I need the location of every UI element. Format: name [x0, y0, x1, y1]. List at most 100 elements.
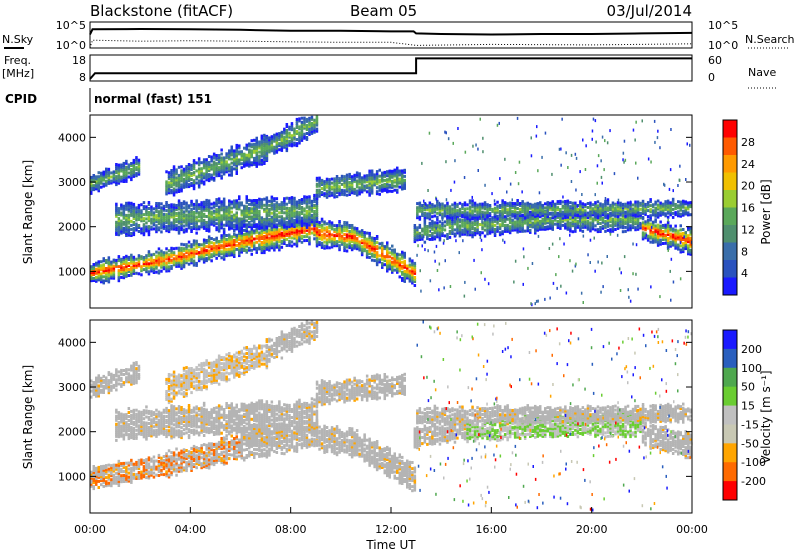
data-cell — [656, 199, 660, 203]
data-cell — [238, 150, 241, 154]
data-cell — [290, 202, 294, 206]
data-cell — [275, 146, 279, 150]
data-cell — [273, 133, 276, 137]
data-cell — [381, 171, 384, 175]
data-cell — [526, 203, 529, 207]
data-cell — [115, 165, 118, 168]
data-cell — [240, 150, 243, 154]
data-cell — [105, 261, 108, 264]
data-cell — [212, 154, 216, 158]
data-cell — [127, 268, 131, 271]
data-cell — [338, 179, 341, 183]
data-cell — [441, 225, 444, 229]
data-cell — [165, 180, 168, 184]
data-cell — [300, 120, 304, 124]
data-cell — [253, 160, 256, 164]
data-cell — [250, 163, 253, 167]
data-cell — [343, 221, 346, 224]
data-cell — [135, 214, 138, 218]
data-cell — [539, 201, 542, 205]
data-cell — [636, 214, 640, 218]
data-cell — [656, 207, 660, 211]
data-cell — [278, 230, 281, 234]
data-cell — [270, 207, 274, 211]
data-cell — [105, 269, 108, 272]
data-cell — [330, 233, 334, 237]
data-cell — [122, 174, 126, 177]
data-cell — [619, 205, 622, 209]
data-cell — [320, 225, 324, 229]
data-cell — [303, 195, 306, 199]
data-cell — [406, 276, 409, 280]
data-cell — [250, 143, 253, 147]
data-cell — [458, 220, 462, 224]
data-cell — [521, 214, 524, 218]
data-cell — [426, 231, 429, 234]
data-cell — [473, 201, 477, 205]
data-cell — [634, 210, 637, 214]
data-cell — [225, 168, 228, 172]
data-cell — [386, 249, 389, 253]
data-cell — [110, 179, 113, 183]
data-cell — [225, 223, 228, 227]
data-cell — [305, 225, 309, 229]
data-cell — [137, 172, 141, 176]
data-cell — [207, 227, 211, 231]
data-cell — [248, 148, 251, 152]
data-cell — [491, 218, 494, 222]
data-cell — [117, 219, 121, 223]
data-cell — [243, 222, 246, 226]
data-cell — [107, 181, 111, 185]
data-cell — [243, 164, 246, 168]
data-cell — [288, 233, 291, 237]
data-cell — [624, 210, 627, 214]
data-cell — [180, 222, 183, 225]
data-cell — [228, 217, 231, 221]
data-cell — [263, 141, 266, 145]
data-cell — [225, 250, 228, 254]
data-cell — [363, 174, 366, 178]
data-cell — [436, 207, 439, 211]
data-cell — [170, 215, 173, 219]
data-cell — [182, 259, 186, 263]
data-cell — [127, 262, 131, 265]
data-cell — [649, 200, 652, 204]
data-cell — [142, 207, 146, 211]
data-cell — [180, 210, 183, 213]
data-cell — [421, 227, 424, 231]
data-cell — [584, 211, 587, 215]
data-cell — [305, 128, 309, 131]
data-cell — [97, 189, 100, 193]
data-cell — [315, 194, 319, 198]
data-cell — [398, 265, 401, 269]
data-cell — [368, 240, 371, 243]
data-cell — [222, 164, 226, 168]
data-cell — [601, 220, 605, 224]
data-cell — [102, 267, 105, 271]
data-cell — [182, 202, 186, 206]
data-cell — [591, 203, 595, 207]
data-cell — [225, 217, 228, 221]
data-cell — [207, 245, 211, 249]
data-cell — [333, 187, 336, 191]
data-cell — [551, 223, 554, 227]
data-cell — [651, 230, 655, 234]
data-cell — [200, 173, 203, 177]
data-cell — [115, 232, 118, 236]
data-cell — [310, 201, 314, 205]
data-cell — [315, 129, 319, 133]
data-cell — [147, 217, 151, 221]
data-cell — [290, 230, 294, 234]
data-cell — [338, 232, 341, 236]
data-cell — [654, 240, 657, 244]
data-cell — [283, 211, 286, 215]
data-cell — [145, 262, 148, 266]
data-cell — [117, 181, 121, 185]
data-cell — [443, 212, 447, 216]
data-cell — [554, 218, 557, 222]
data-cell — [268, 244, 271, 248]
data-cell — [225, 252, 228, 256]
data-cell — [629, 203, 632, 207]
data-cell — [478, 233, 482, 236]
data-cell — [486, 220, 489, 224]
